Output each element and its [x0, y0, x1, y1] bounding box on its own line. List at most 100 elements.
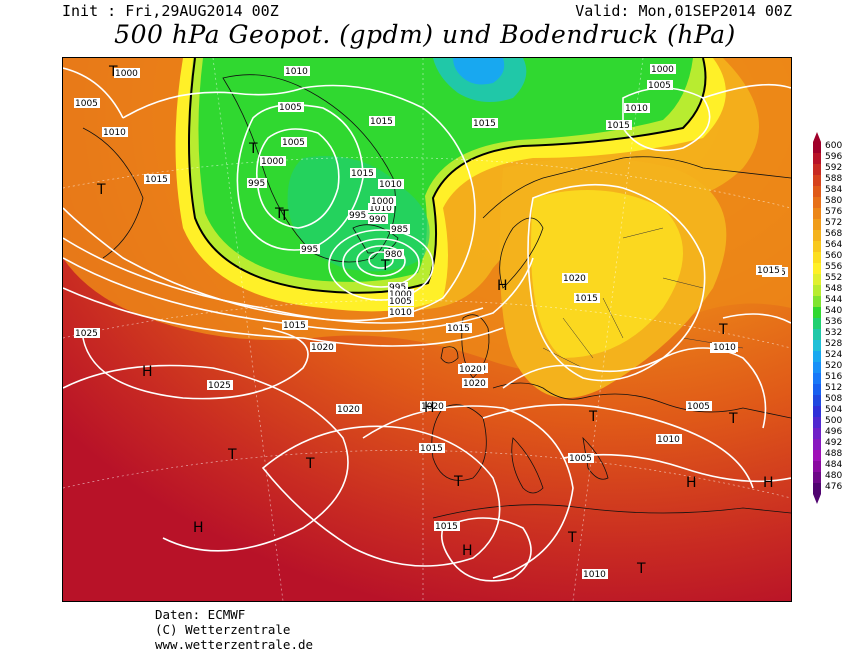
isobar-label: 995 — [389, 283, 406, 293]
isobar-label: 1015 — [351, 169, 374, 179]
legend-swatch — [813, 296, 821, 307]
isobar-label-box — [260, 156, 286, 166]
map-title: 500 hPa Geopot. (gpdm) und Bodendruck (h… — [114, 20, 736, 49]
legend-row: 476 — [810, 482, 850, 494]
legend-row: 516 — [810, 372, 850, 384]
data-source: Daten: ECMWF — [155, 607, 246, 622]
isobar-label-box — [310, 342, 336, 352]
legend-label: 572 — [825, 218, 843, 228]
legend-swatch — [813, 483, 821, 494]
isobar-label: 1010 — [285, 67, 308, 77]
legend-swatch — [813, 384, 821, 395]
isobar-label: 1010 — [625, 104, 648, 114]
isobar-label-box — [348, 210, 368, 220]
isobar-label: 1005 — [75, 99, 98, 109]
isobar-label: 985 — [391, 225, 408, 235]
legend-row: 552 — [810, 273, 850, 285]
isobar-label: 1005 — [389, 297, 412, 307]
isobar-label: 1000 — [389, 290, 412, 300]
height-band-low-north-core — [453, 58, 505, 85]
legend-row: 492 — [810, 438, 850, 450]
low-pressure-center: T — [227, 447, 237, 463]
legend-swatch — [813, 175, 821, 186]
low-pressure-center: T — [728, 411, 738, 427]
legend-swatch — [813, 340, 821, 351]
isobar-label: 1020 — [463, 379, 486, 389]
legend-row: 544 — [810, 295, 850, 307]
legend-label: 588 — [825, 174, 843, 184]
legend-label: 496 — [825, 427, 843, 437]
legend-row: 496 — [810, 427, 850, 439]
isobar-label-box — [458, 364, 484, 374]
isobar-label: 1005 — [687, 402, 710, 412]
isobar-label-box — [756, 265, 782, 275]
isobar-label-box — [472, 118, 498, 128]
legend-max-arrow — [813, 132, 821, 142]
legend-swatch — [813, 197, 821, 208]
legend-row: 592 — [810, 163, 850, 175]
legend-label: 544 — [825, 295, 843, 305]
legend-swatch — [813, 186, 821, 197]
legend-swatch — [813, 373, 821, 384]
legend-label: 516 — [825, 372, 843, 382]
isobar-labels: 1000 101010051010101510001005101510101005… — [74, 64, 788, 580]
isobar-label: 1000 — [651, 65, 674, 75]
isobar-label-box — [419, 443, 445, 453]
high-pressure-center: H — [763, 475, 774, 491]
legend-row: 524 — [810, 350, 850, 362]
isobar-label: 1010 — [389, 308, 412, 318]
legend-label: 532 — [825, 328, 843, 338]
isobar-label: 1020 — [311, 343, 334, 353]
isobar-label: 995 — [349, 211, 366, 221]
legend-label: 592 — [825, 163, 843, 173]
isobar-label: 1020 — [459, 365, 482, 375]
low-pressure-center: T — [567, 530, 577, 546]
legend-row: 580 — [810, 196, 850, 208]
valid-time: Valid: Mon,01SEP2014 00Z — [575, 2, 792, 20]
isobar-label-box — [388, 282, 408, 292]
isobar-label-box — [368, 203, 394, 213]
isobar-label-box — [650, 64, 676, 74]
legend-swatch — [813, 406, 821, 417]
legend-row: 548 — [810, 284, 850, 296]
isobar-label-box — [114, 68, 140, 78]
isobar-label: 995 — [301, 245, 318, 255]
isobar-label-box — [282, 320, 308, 330]
legend-row: 532 — [810, 328, 850, 340]
isobar-label: 1020 — [421, 402, 444, 412]
isobar-label: 1015 — [757, 266, 780, 276]
isobar-label-box — [462, 378, 488, 388]
legend-label: 508 — [825, 394, 843, 404]
legend-row: 576 — [810, 207, 850, 219]
contour-552 — [188, 58, 707, 294]
legend-row: 512 — [810, 383, 850, 395]
legend-swatch — [813, 208, 821, 219]
legend-swatch — [813, 252, 821, 263]
legend-row: 584 — [810, 185, 850, 197]
isobar-label-box — [388, 289, 414, 299]
isobar-label: 1015 — [283, 321, 306, 331]
init-time: Init : Fri,29AUG2014 00Z — [62, 2, 279, 20]
legend-swatch — [813, 362, 821, 373]
legend-row: 528 — [810, 339, 850, 351]
isobar-label-box — [656, 434, 682, 444]
legend-label: 492 — [825, 438, 843, 448]
isobar-label-box — [446, 323, 472, 333]
isobar-label-box — [144, 174, 170, 184]
low-pressure-center: T — [279, 208, 289, 224]
isobar-label-box — [434, 521, 460, 531]
isobar-label: 1005 — [279, 103, 302, 113]
legend-row: 560 — [810, 251, 850, 263]
legend-label: 552 — [825, 273, 843, 283]
legend-label: 500 — [825, 416, 843, 426]
high-pressure-center: H — [462, 543, 473, 559]
isobar-label: 990 — [369, 215, 386, 225]
low-pressure-center: T — [588, 409, 598, 425]
legend-row: 568 — [810, 229, 850, 241]
isobar-label: 1015 — [447, 324, 470, 334]
low-pressure-center: T — [305, 456, 315, 472]
legend-label: 524 — [825, 350, 843, 360]
legend-label: 504 — [825, 405, 843, 415]
legend-row: 540 — [810, 306, 850, 318]
